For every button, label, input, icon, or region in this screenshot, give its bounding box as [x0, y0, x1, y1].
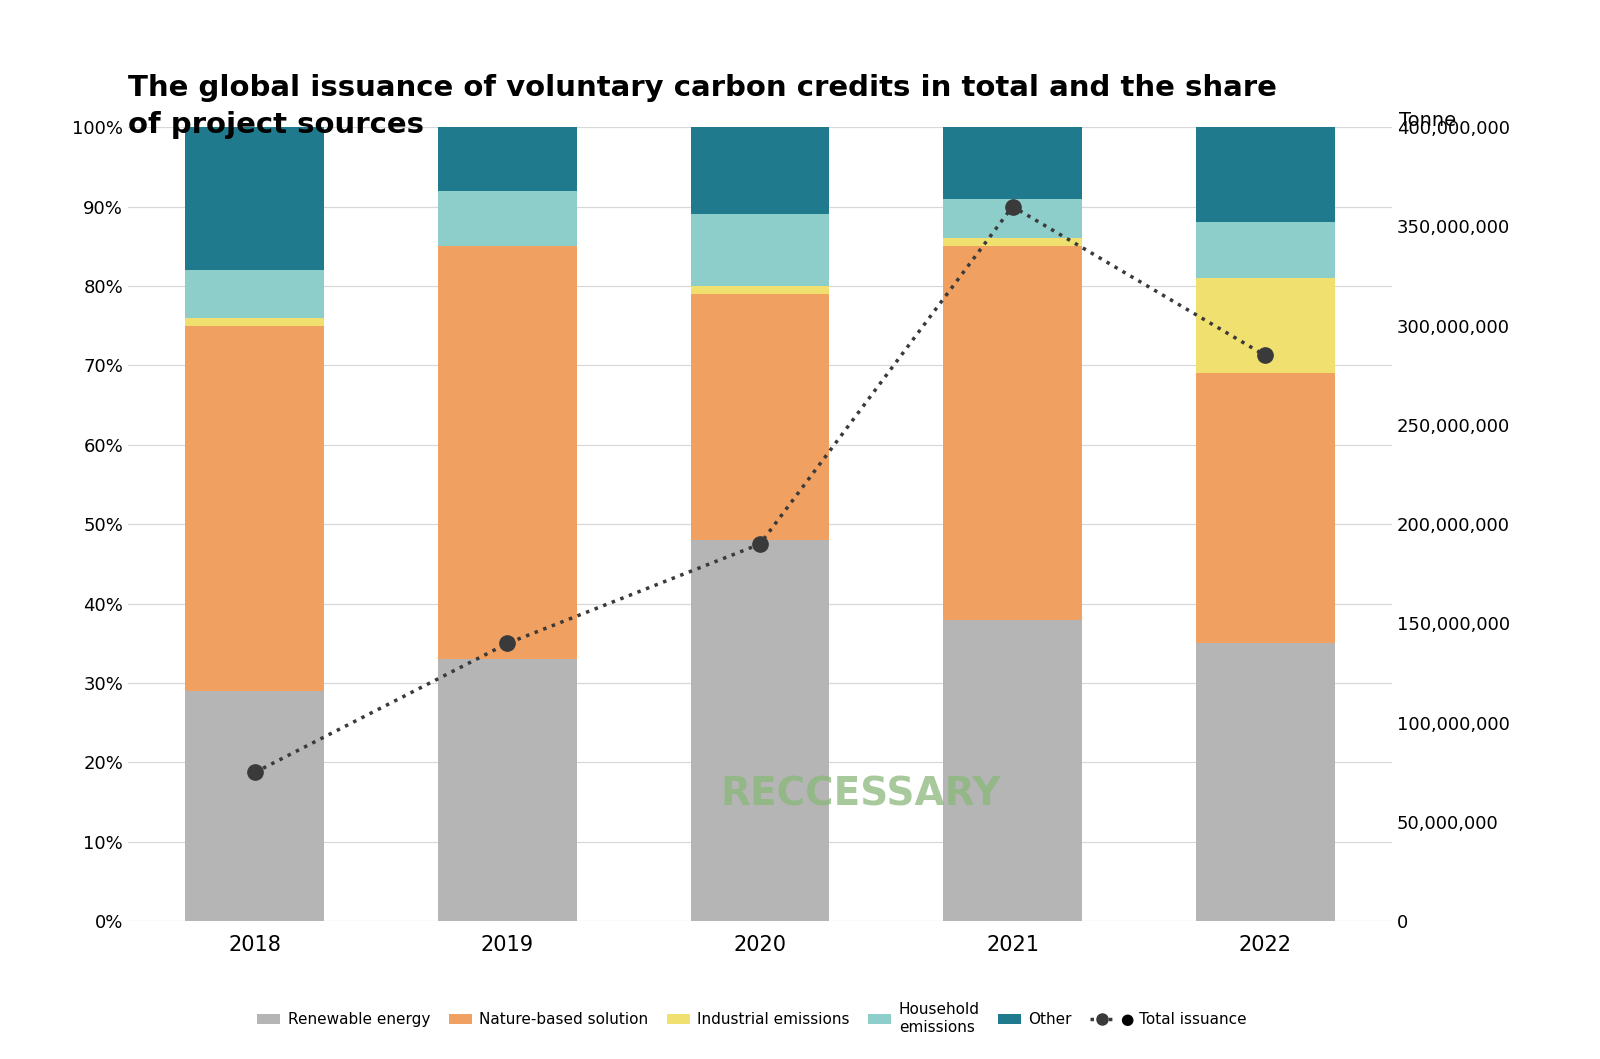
Bar [1195, 127, 1334, 222]
Bar [186, 127, 325, 270]
Bar [186, 325, 325, 690]
Bar [438, 127, 578, 191]
Bar [691, 540, 829, 921]
Bar [438, 191, 578, 246]
Bar [691, 293, 829, 540]
Total issuance [498, 636, 517, 649]
Bar [942, 127, 1082, 199]
Line: Total issuance: Total issuance [248, 199, 1272, 780]
Bar [691, 286, 829, 293]
Bar [438, 659, 578, 921]
Bar [186, 690, 325, 921]
Bar [186, 270, 325, 318]
Bar [942, 246, 1082, 620]
Total issuance [750, 538, 770, 551]
Total issuance [1003, 200, 1022, 213]
Bar [691, 127, 829, 214]
Text: The global issuance of voluntary carbon credits in total and the share
of projec: The global issuance of voluntary carbon … [128, 74, 1277, 139]
Bar [1195, 373, 1334, 643]
Bar [942, 238, 1082, 246]
Text: Tonne: Tonne [1398, 111, 1456, 130]
Bar [942, 199, 1082, 238]
Bar [186, 318, 325, 325]
Bar [438, 246, 578, 659]
Bar [942, 620, 1082, 921]
Legend: Renewable energy, Nature-based solution, Industrial emissions, Household
emissio: Renewable energy, Nature-based solution,… [251, 997, 1253, 1041]
Bar [1195, 277, 1334, 373]
Bar [691, 214, 829, 286]
Text: RECCESSARY: RECCESSARY [722, 775, 1002, 813]
Bar [1195, 222, 1334, 277]
Total issuance [1256, 349, 1275, 362]
Total issuance [245, 766, 264, 778]
Bar [1195, 643, 1334, 921]
